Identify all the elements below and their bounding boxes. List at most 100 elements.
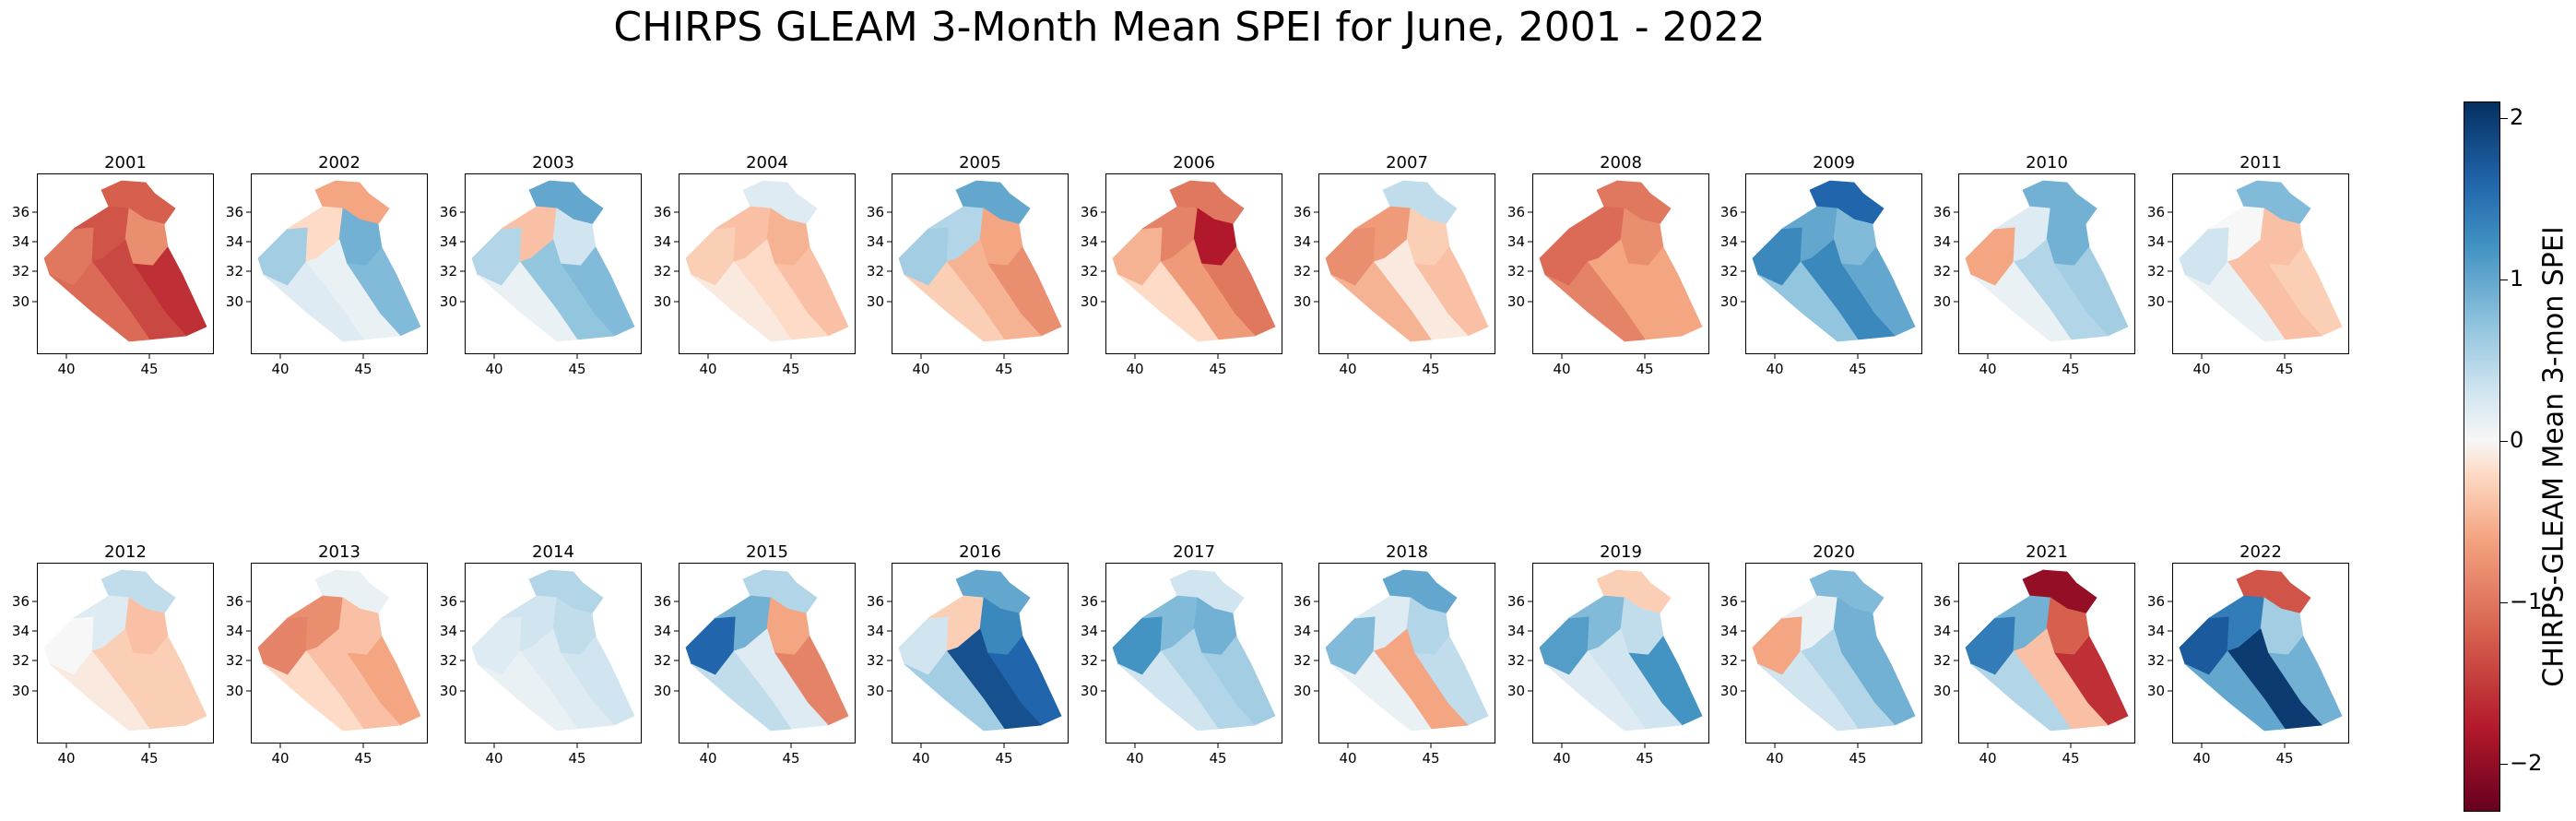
x-tick-label: 45 — [2062, 750, 2080, 767]
map-panel: 2021 36 34 32 30 40 45 — [1933, 542, 2135, 767]
y-tick-label: 34 — [11, 233, 30, 250]
x-tick-label: 40 — [1126, 750, 1144, 767]
map-region — [263, 261, 364, 342]
x-tick-label: 45 — [2062, 361, 2080, 377]
y-tick-label: 36 — [11, 593, 30, 610]
colorbar-tick-label: 0 — [2510, 426, 2524, 453]
map-region — [1330, 650, 1432, 732]
y-tick-label: 32 — [439, 263, 457, 280]
y-tick-label: 30 — [1080, 293, 1098, 310]
y-tick-label: 32 — [2146, 652, 2165, 669]
map-panel: 2008 36 34 32 30 40 45 — [1507, 153, 1709, 377]
map-panel: 2007 36 34 32 30 40 45 — [1294, 153, 1495, 377]
colorbar-tick-mark — [2500, 117, 2508, 119]
spei-map — [1741, 173, 1922, 359]
y-tick-label: 36 — [1932, 593, 1951, 610]
spei-map — [887, 173, 1069, 359]
y-tick-label: 30 — [2146, 293, 2165, 310]
x-tick-label: 45 — [140, 750, 159, 767]
panel-year-label: 2017 — [1173, 542, 1215, 562]
y-tick-label: 34 — [1719, 623, 1738, 639]
colorbar-tick-label: −1 — [2510, 588, 2543, 614]
x-tick-label: 40 — [1553, 361, 1571, 377]
x-tick-label: 40 — [271, 361, 290, 377]
panel-year-label: 2011 — [2239, 153, 2282, 173]
panel-year-label: 2018 — [1386, 542, 1428, 562]
y-tick-label: 36 — [2146, 204, 2165, 220]
x-tick-label: 40 — [485, 361, 503, 377]
colorbar-label: CHIRPS-GLEAM Mean 3-mon SPEI — [2537, 226, 2570, 687]
map-region — [477, 261, 578, 342]
panel-year-label: 2002 — [318, 153, 360, 173]
y-tick-label: 30 — [439, 683, 457, 699]
y-tick-label: 32 — [653, 263, 671, 280]
y-tick-label: 36 — [1507, 593, 1525, 610]
y-tick-label: 36 — [866, 593, 884, 610]
spei-map — [887, 563, 1069, 748]
y-tick-label: 32 — [866, 652, 884, 669]
y-tick-label: 36 — [653, 204, 671, 220]
y-tick-label: 36 — [1080, 593, 1098, 610]
x-tick-label: 45 — [2275, 361, 2294, 377]
map-region — [2184, 650, 2286, 732]
y-tick-label: 36 — [1293, 204, 1311, 220]
panel-year-label: 2001 — [104, 153, 147, 173]
x-tick-label: 40 — [1766, 750, 1784, 767]
y-tick-label: 34 — [1932, 233, 1951, 250]
y-tick-label: 34 — [1293, 623, 1311, 639]
map-region — [1544, 261, 1646, 342]
x-tick-label: 45 — [568, 361, 586, 377]
x-tick-label: 40 — [1979, 750, 1997, 767]
y-tick-label: 30 — [439, 293, 457, 310]
y-tick-label: 32 — [439, 652, 457, 669]
y-tick-label: 34 — [653, 233, 671, 250]
map-panel: 2020 36 34 32 30 40 45 — [1720, 542, 1922, 767]
y-tick-label: 36 — [439, 593, 457, 610]
y-tick-label: 34 — [439, 233, 457, 250]
y-tick-label: 30 — [2146, 683, 2165, 699]
x-tick-label: 40 — [1339, 361, 1357, 377]
y-tick-label: 30 — [11, 293, 30, 310]
spei-map — [1314, 173, 1495, 359]
y-tick-label: 32 — [866, 263, 884, 280]
map-region — [1330, 261, 1432, 342]
map-panel: 2022 36 34 32 30 40 45 — [2147, 542, 2349, 767]
spei-map — [1314, 563, 1495, 748]
y-tick-label: 32 — [1719, 652, 1738, 669]
spei-map — [1528, 563, 1709, 748]
map-region — [1970, 261, 2072, 342]
map-region — [1117, 261, 1219, 342]
y-tick-label: 36 — [1719, 204, 1738, 220]
spei-map — [1101, 563, 1282, 748]
y-tick-label: 30 — [1719, 293, 1738, 310]
panel-year-label: 2022 — [2239, 542, 2282, 562]
map-region — [691, 261, 792, 342]
y-tick-label: 34 — [653, 623, 671, 639]
panel-year-label: 2007 — [1386, 153, 1428, 173]
spei-map — [32, 173, 214, 359]
x-tick-label: 45 — [140, 361, 159, 377]
y-tick-label: 30 — [225, 293, 243, 310]
y-tick-label: 30 — [1080, 683, 1098, 699]
map-panel: 2019 36 34 32 30 40 45 — [1507, 542, 1709, 767]
panel-year-label: 2014 — [532, 542, 574, 562]
y-tick-label: 30 — [1507, 683, 1525, 699]
x-tick-label: 40 — [2192, 750, 2211, 767]
y-tick-label: 34 — [439, 623, 457, 639]
y-tick-label: 30 — [11, 683, 30, 699]
map-panel: 2011 36 34 32 30 40 45 — [2147, 153, 2349, 377]
panel-year-label: 2012 — [104, 542, 147, 562]
spei-map — [2168, 173, 2349, 359]
x-tick-label: 40 — [57, 361, 76, 377]
panel-year-label: 2013 — [318, 542, 360, 562]
panel-year-label: 2015 — [746, 542, 788, 562]
y-tick-label: 32 — [1080, 263, 1098, 280]
x-tick-label: 40 — [1979, 361, 1997, 377]
panel-year-label: 2019 — [1600, 542, 1642, 562]
y-tick-label: 36 — [653, 593, 671, 610]
y-tick-label: 36 — [1932, 204, 1951, 220]
x-tick-label: 45 — [1636, 361, 1654, 377]
panel-year-label: 2010 — [2026, 153, 2068, 173]
colorbar-tick-label: −2 — [2510, 749, 2543, 776]
y-tick-label: 30 — [653, 683, 671, 699]
